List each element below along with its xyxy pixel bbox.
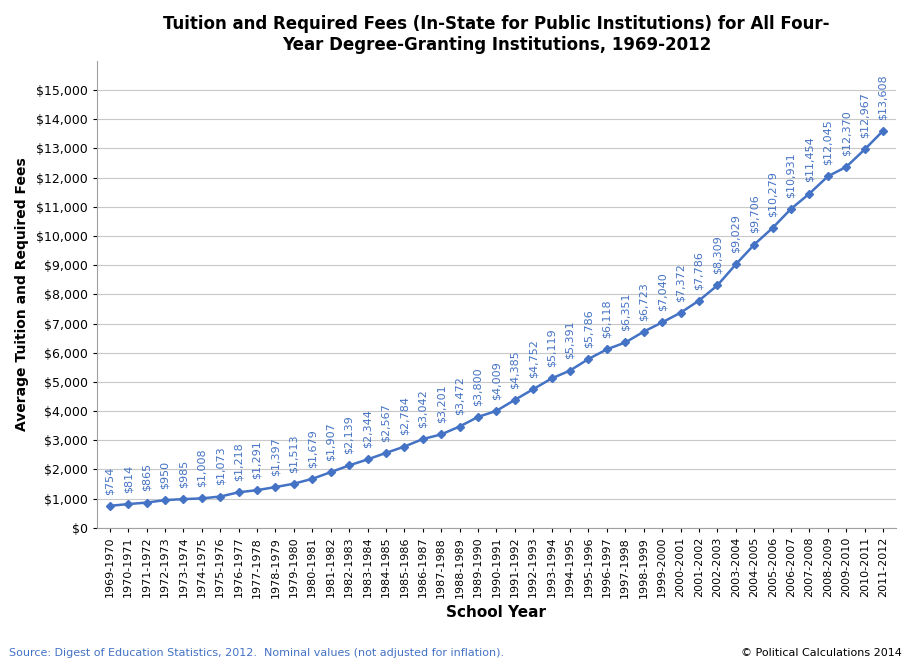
Text: $1,291: $1,291 [252, 440, 262, 479]
Text: $1,073: $1,073 [215, 447, 225, 485]
Title: Tuition and Required Fees (In-State for Public Institutions) for All Four-
Year : Tuition and Required Fees (In-State for … [163, 15, 830, 54]
Text: $1,679: $1,679 [307, 429, 317, 468]
Text: $6,351: $6,351 [620, 293, 630, 331]
Text: $8,309: $8,309 [712, 235, 722, 274]
Text: $754: $754 [105, 467, 115, 494]
Text: $3,472: $3,472 [455, 377, 465, 415]
Text: $2,784: $2,784 [399, 397, 409, 436]
Text: $6,723: $6,723 [639, 282, 649, 321]
Text: $9,706: $9,706 [749, 195, 759, 233]
Text: Source: Digest of Education Statistics, 2012.  Nominal values (not adjusted for : Source: Digest of Education Statistics, … [9, 648, 504, 658]
Text: $2,567: $2,567 [381, 403, 391, 442]
Text: $4,752: $4,752 [528, 339, 538, 378]
Text: $7,786: $7,786 [694, 251, 704, 290]
Text: $865: $865 [141, 463, 151, 492]
Text: $4,385: $4,385 [510, 350, 520, 389]
Text: $7,372: $7,372 [676, 262, 686, 301]
Text: $814: $814 [123, 465, 133, 493]
Text: $985: $985 [179, 460, 189, 488]
Text: $13,608: $13,608 [878, 74, 888, 120]
Text: $1,008: $1,008 [197, 449, 207, 487]
Text: $1,907: $1,907 [326, 422, 335, 461]
Text: $1,218: $1,218 [233, 442, 243, 481]
Text: $5,391: $5,391 [565, 321, 575, 360]
Text: $6,118: $6,118 [602, 299, 612, 338]
Text: $12,370: $12,370 [841, 110, 851, 156]
Text: $12,967: $12,967 [860, 93, 870, 138]
Text: $2,344: $2,344 [363, 409, 373, 448]
Text: $3,800: $3,800 [473, 368, 483, 406]
Text: $10,279: $10,279 [768, 171, 778, 217]
Text: $3,201: $3,201 [436, 385, 446, 423]
Text: $9,029: $9,029 [731, 214, 741, 253]
Text: $950: $950 [160, 461, 170, 489]
Text: $1,513: $1,513 [289, 434, 299, 473]
Text: $11,454: $11,454 [804, 137, 814, 182]
X-axis label: School Year: School Year [446, 605, 547, 619]
Text: $7,040: $7,040 [657, 272, 667, 311]
Text: $4,009: $4,009 [491, 361, 501, 400]
Y-axis label: Average Tuition and Required Fees: Average Tuition and Required Fees [15, 157, 29, 431]
Text: © Political Calculations 2014: © Political Calculations 2014 [741, 648, 902, 658]
Text: $5,119: $5,119 [547, 329, 557, 368]
Text: $1,397: $1,397 [271, 437, 281, 476]
Text: $10,931: $10,931 [786, 152, 796, 198]
Text: $5,786: $5,786 [583, 309, 593, 348]
Text: $12,045: $12,045 [823, 120, 833, 165]
Text: $3,042: $3,042 [418, 389, 428, 428]
Text: $2,139: $2,139 [344, 416, 354, 454]
